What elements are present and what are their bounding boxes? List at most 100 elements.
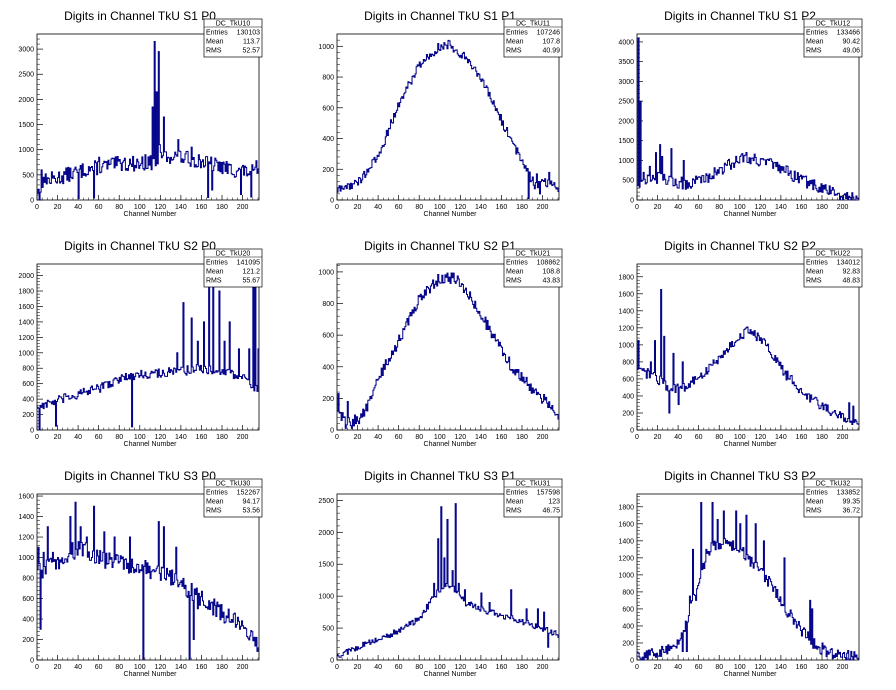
histogram-panel-8: Digits in Channel TkU S3 P1 0 20 40 60 80 100 1… — [318, 469, 563, 678]
x-axis-label: Channel Number — [424, 671, 478, 678]
x-tick-label: 180 — [516, 204, 528, 211]
y-tick-label: 0 — [330, 658, 334, 665]
x-tick-label: 40 — [674, 664, 682, 671]
x-tick-label: 40 — [74, 204, 82, 211]
y-tick-label: 2000 — [318, 530, 334, 537]
x-tick-label: 60 — [395, 664, 403, 671]
x-tick-label: 80 — [415, 434, 423, 441]
stats-mean-label: Mean — [806, 269, 824, 276]
x-tick-label: 120 — [154, 434, 166, 441]
stats-rms-value: 36.72 — [842, 508, 860, 515]
y-tick-label: 1800 — [18, 289, 34, 296]
y-tick-label: 200 — [622, 410, 634, 417]
x-tick-label: 120 — [454, 204, 466, 211]
x-tick-label: 120 — [754, 204, 766, 211]
x-tick-label: 160 — [796, 434, 808, 441]
y-tick-label: 800 — [622, 359, 634, 366]
y-tick-label: 1000 — [318, 44, 334, 51]
y-tick-label: 200 — [322, 167, 334, 174]
y-tick-label: 1000 — [618, 572, 634, 579]
x-tick-label: 200 — [537, 204, 549, 211]
stats-name: DC_TkU32 — [816, 481, 851, 488]
x-tick-label: 20 — [354, 434, 362, 441]
x-tick-label: 200 — [537, 664, 549, 671]
histogram-series — [637, 289, 859, 426]
panel-title: Digits in Channel TkU S1 P0 — [64, 9, 216, 23]
stats-name: DC_TkU31 — [516, 481, 551, 488]
x-tick-label: 20 — [354, 204, 362, 211]
x-tick-label: 140 — [475, 664, 487, 671]
histogram-series — [337, 39, 559, 199]
y-tick-label: 1200 — [18, 335, 34, 342]
y-tick-label: 1500 — [618, 138, 634, 145]
x-tick-label: 20 — [54, 204, 62, 211]
x-tick-label: 80 — [115, 664, 123, 671]
y-tick-label: 1000 — [318, 594, 334, 601]
y-tick-label: 0 — [30, 658, 34, 665]
stats-entries-value: 141095 — [237, 260, 260, 267]
stats-rms-value: 43.83 — [542, 278, 560, 285]
y-tick-label: 400 — [622, 623, 634, 630]
x-tick-label: 60 — [695, 664, 703, 671]
y-tick-label: 2500 — [618, 99, 634, 106]
y-tick-label: 1200 — [18, 535, 34, 542]
stats-mean-label: Mean — [206, 499, 224, 506]
x-tick-label: 80 — [415, 664, 423, 671]
y-tick-label: 400 — [22, 397, 34, 404]
stats-entries-label: Entries — [806, 260, 828, 267]
y-tick-label: 400 — [22, 617, 34, 624]
x-tick-label: 100 — [134, 434, 146, 441]
y-tick-label: 1000 — [618, 158, 634, 165]
y-tick-label: 1400 — [618, 308, 634, 315]
panel-title: Digits in Channel TkU S2 P0 — [64, 239, 216, 253]
histogram-series — [337, 503, 559, 658]
y-tick-label: 0 — [630, 198, 634, 205]
y-tick-label: 0 — [330, 428, 334, 435]
y-tick-label: 0 — [30, 198, 34, 205]
x-axis-label: Channel Number — [724, 441, 778, 448]
x-tick-label: 180 — [816, 434, 828, 441]
y-tick-label: 3000 — [18, 47, 34, 54]
stats-rms-label: RMS — [506, 508, 522, 515]
y-tick-label: 1800 — [618, 504, 634, 511]
x-tick-label: 60 — [695, 204, 703, 211]
stats-entries-value: 107246 — [537, 30, 560, 37]
stats-entries-label: Entries — [506, 490, 528, 497]
stats-mean-label: Mean — [206, 269, 224, 276]
x-tick-label: 200 — [837, 664, 849, 671]
y-tick-label: 1500 — [18, 122, 34, 129]
y-tick-label: 2500 — [318, 498, 334, 505]
stats-mean-value: 99.35 — [842, 499, 860, 506]
y-tick-label: 400 — [622, 393, 634, 400]
stats-mean-label: Mean — [806, 39, 824, 46]
x-tick-label: 20 — [54, 434, 62, 441]
plot-frame — [36, 263, 260, 431]
stats-mean-value: 108.8 — [542, 269, 560, 276]
x-tick-label: 60 — [395, 204, 403, 211]
stats-name: DC_TkU21 — [516, 251, 551, 258]
x-tick-label: 180 — [216, 664, 228, 671]
x-tick-label: 20 — [654, 204, 662, 211]
stats-entries-label: Entries — [506, 260, 528, 267]
stats-entries-label: Entries — [206, 490, 228, 497]
stats-box: DC_TkU11 Entries 107246 Mean 107.8 RMS 40.99 — [503, 18, 563, 58]
stats-entries-value: 157598 — [537, 490, 560, 497]
x-tick-label: 140 — [175, 204, 187, 211]
x-tick-label: 60 — [395, 434, 403, 441]
stats-box-frame — [803, 248, 863, 288]
y-tick-label: 800 — [622, 589, 634, 596]
plot-frame — [336, 263, 560, 431]
panel-title: Digits in Channel TkU S2 P2 — [664, 239, 816, 253]
x-tick-label: 200 — [237, 204, 249, 211]
x-tick-label: 200 — [237, 434, 249, 441]
stats-mean-label: Mean — [506, 39, 524, 46]
x-tick-label: 0 — [35, 204, 39, 211]
y-tick-label: 500 — [22, 172, 34, 179]
x-axis-label: Channel Number — [724, 211, 778, 218]
histogram-panel-6: Digits in Channel TkU S2 P2 0 20 40 60 80 100 1… — [618, 239, 863, 448]
y-tick-label: 600 — [22, 381, 34, 388]
x-tick-label: 140 — [475, 434, 487, 441]
y-tick-label: 3000 — [618, 79, 634, 86]
x-axis-label: Channel Number — [124, 211, 178, 218]
